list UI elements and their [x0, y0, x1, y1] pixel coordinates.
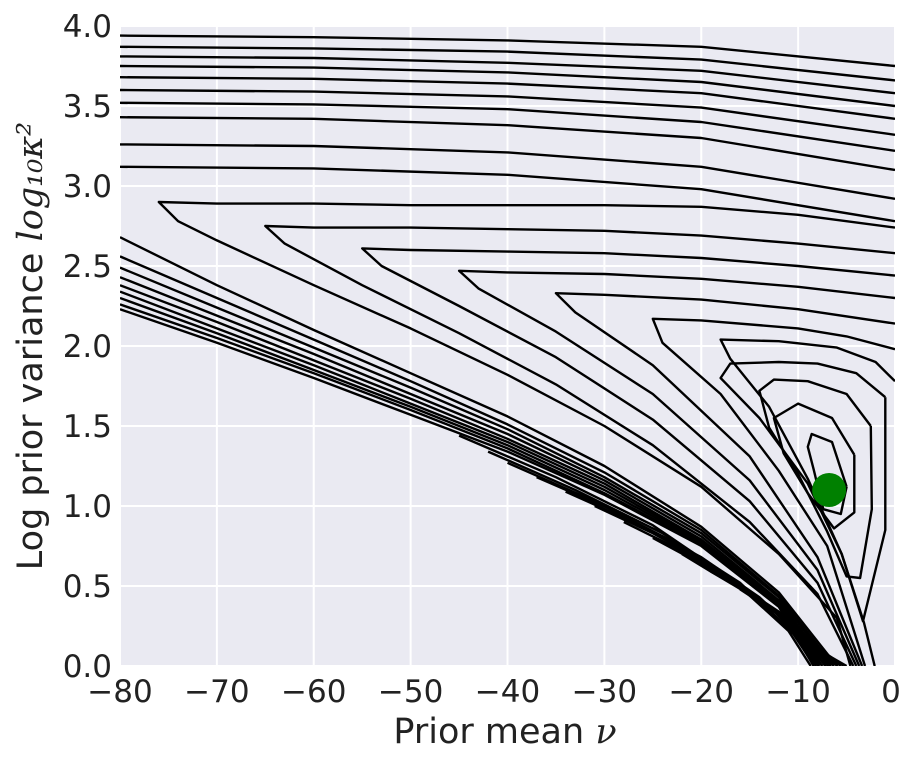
- contour-line: [120, 284, 827, 666]
- contour-line: [719, 360, 887, 623]
- y-tick-label: 0.0: [63, 649, 112, 685]
- contour-line: [157, 200, 895, 666]
- x-tick-label: −40: [475, 674, 540, 710]
- contour-line: [120, 308, 815, 666]
- y-tick-label: 2.0: [63, 329, 112, 365]
- contour-line: [120, 236, 838, 666]
- contour-line: [120, 45, 895, 82]
- contour-line: [120, 266, 833, 666]
- contour-line: [120, 276, 830, 666]
- contour-line: [120, 143, 895, 200]
- y-tick-label: 0.5: [63, 569, 112, 605]
- x-tick-label: −20: [669, 674, 734, 710]
- y-tick-label: 1.0: [63, 489, 112, 525]
- y-tick-label: 1.5: [63, 409, 112, 445]
- contour-line: [120, 303, 818, 666]
- contour-line: [120, 290, 824, 666]
- x-tick-labels: −80 −70 −60 −50 −40 −30 −20 −10 0: [87, 674, 901, 710]
- contour-line: [120, 255, 835, 666]
- x-tick-label: −10: [765, 674, 830, 710]
- contour-line: [361, 247, 895, 666]
- x-tick-label: −60: [281, 674, 346, 710]
- contour-line: [739, 588, 848, 666]
- x-axis-label: Prior mean ν: [393, 712, 616, 752]
- y-tick-label: 2.5: [63, 249, 112, 285]
- contour-line: [806, 432, 848, 516]
- contour-lines: [120, 34, 895, 666]
- contour-line: [120, 64, 895, 108]
- y-axis-label: Log prior variance log₁₀κ²: [11, 122, 51, 570]
- x-tick-label: −80: [87, 674, 152, 710]
- contour-line: [120, 116, 895, 172]
- contour-line: [772, 402, 856, 530]
- contour-line: [120, 101, 895, 152]
- x-tick-label: −70: [184, 674, 249, 710]
- x-tick-label: −50: [378, 674, 443, 710]
- contour-line: [264, 224, 895, 666]
- contour-line: [120, 88, 895, 136]
- contour-line: [457, 269, 895, 666]
- y-tick-label: 4.0: [63, 9, 112, 45]
- y-tick-label: 3.0: [63, 169, 112, 205]
- contour-line: [651, 317, 895, 666]
- contour-line: [120, 76, 895, 120]
- contour-line: [120, 34, 895, 68]
- contour-line: [120, 55, 895, 95]
- x-tick-label: 0: [881, 674, 901, 710]
- optimum-marker: [812, 473, 847, 507]
- x-tick-label: −30: [572, 674, 637, 710]
- contour-line: [120, 165, 895, 223]
- y-tick-labels: 0.0 0.5 1.0 1.5 2.0 2.5 3.0 3.5 4.0: [63, 9, 112, 685]
- contour-line: [554, 292, 895, 666]
- y-tick-label: 3.5: [63, 89, 112, 125]
